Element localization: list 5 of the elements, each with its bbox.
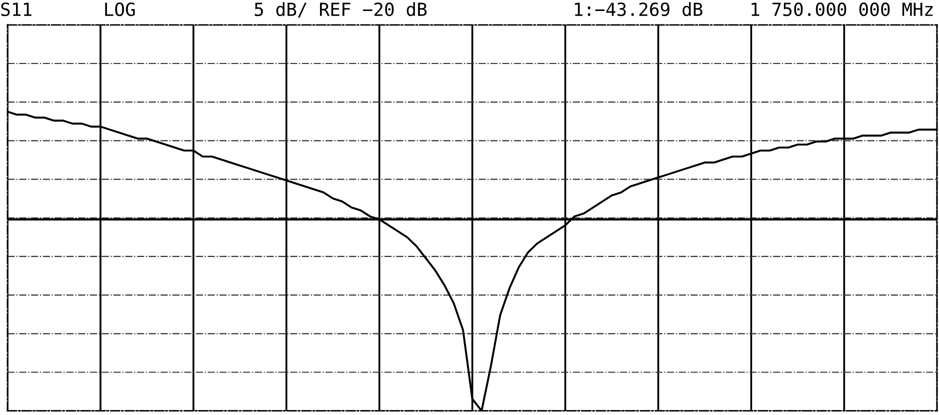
text: 1:−43.269 dB (574, 2, 702, 16)
text: 5 dB/ REF −20 dB (254, 2, 427, 18)
text: S11 (1, 2, 32, 16)
text: 1 750.000 000 MHz (752, 2, 933, 16)
text: LOG (105, 2, 135, 16)
